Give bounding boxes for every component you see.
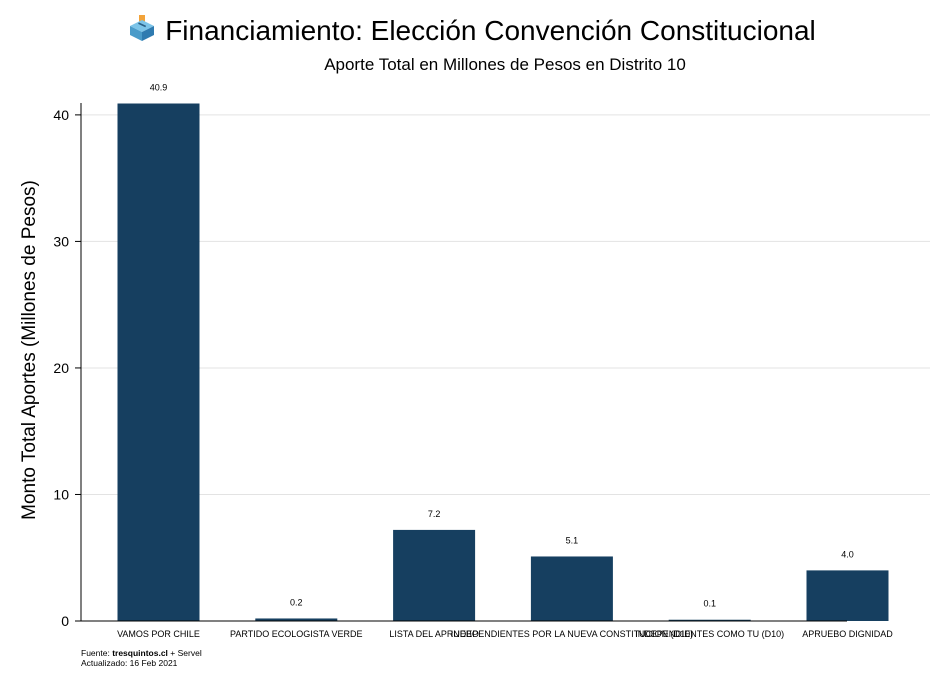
bar — [531, 556, 613, 621]
y-tick-label: 40 — [53, 107, 69, 123]
bar-value-label: 40.9 — [150, 83, 168, 93]
bar — [807, 570, 889, 621]
y-tick-label: 0 — [61, 613, 69, 629]
source-suffix: + Servel — [168, 648, 202, 658]
x-tick-label: VAMOS POR CHILE — [117, 629, 200, 639]
bar-value-label: 0.1 — [703, 599, 716, 609]
bar-value-label: 4.0 — [841, 549, 854, 559]
bar — [118, 104, 200, 622]
y-tick-label: 30 — [53, 233, 69, 249]
footer-source: Fuente: tresquintos.cl + Servel Actualiz… — [81, 648, 202, 668]
y-tick-label: 10 — [53, 486, 69, 502]
x-tick-label: INDEPENDIENTES COMO TU (D10) — [635, 629, 784, 639]
x-tick-label: PARTIDO ECOLOGISTA VERDE — [230, 629, 363, 639]
bar — [393, 530, 475, 621]
source-prefix: Fuente: — [81, 648, 112, 658]
y-tick-label: 20 — [53, 360, 69, 376]
updated-date: Actualizado: 16 Feb 2021 — [81, 658, 202, 668]
bar-value-label: 0.2 — [290, 597, 303, 607]
source-site: tresquintos.cl — [112, 648, 168, 658]
bar-value-label: 7.2 — [428, 509, 441, 519]
x-tick-label: APRUEBO DIGNIDAD — [802, 629, 893, 639]
bar-value-label: 5.1 — [566, 535, 579, 545]
